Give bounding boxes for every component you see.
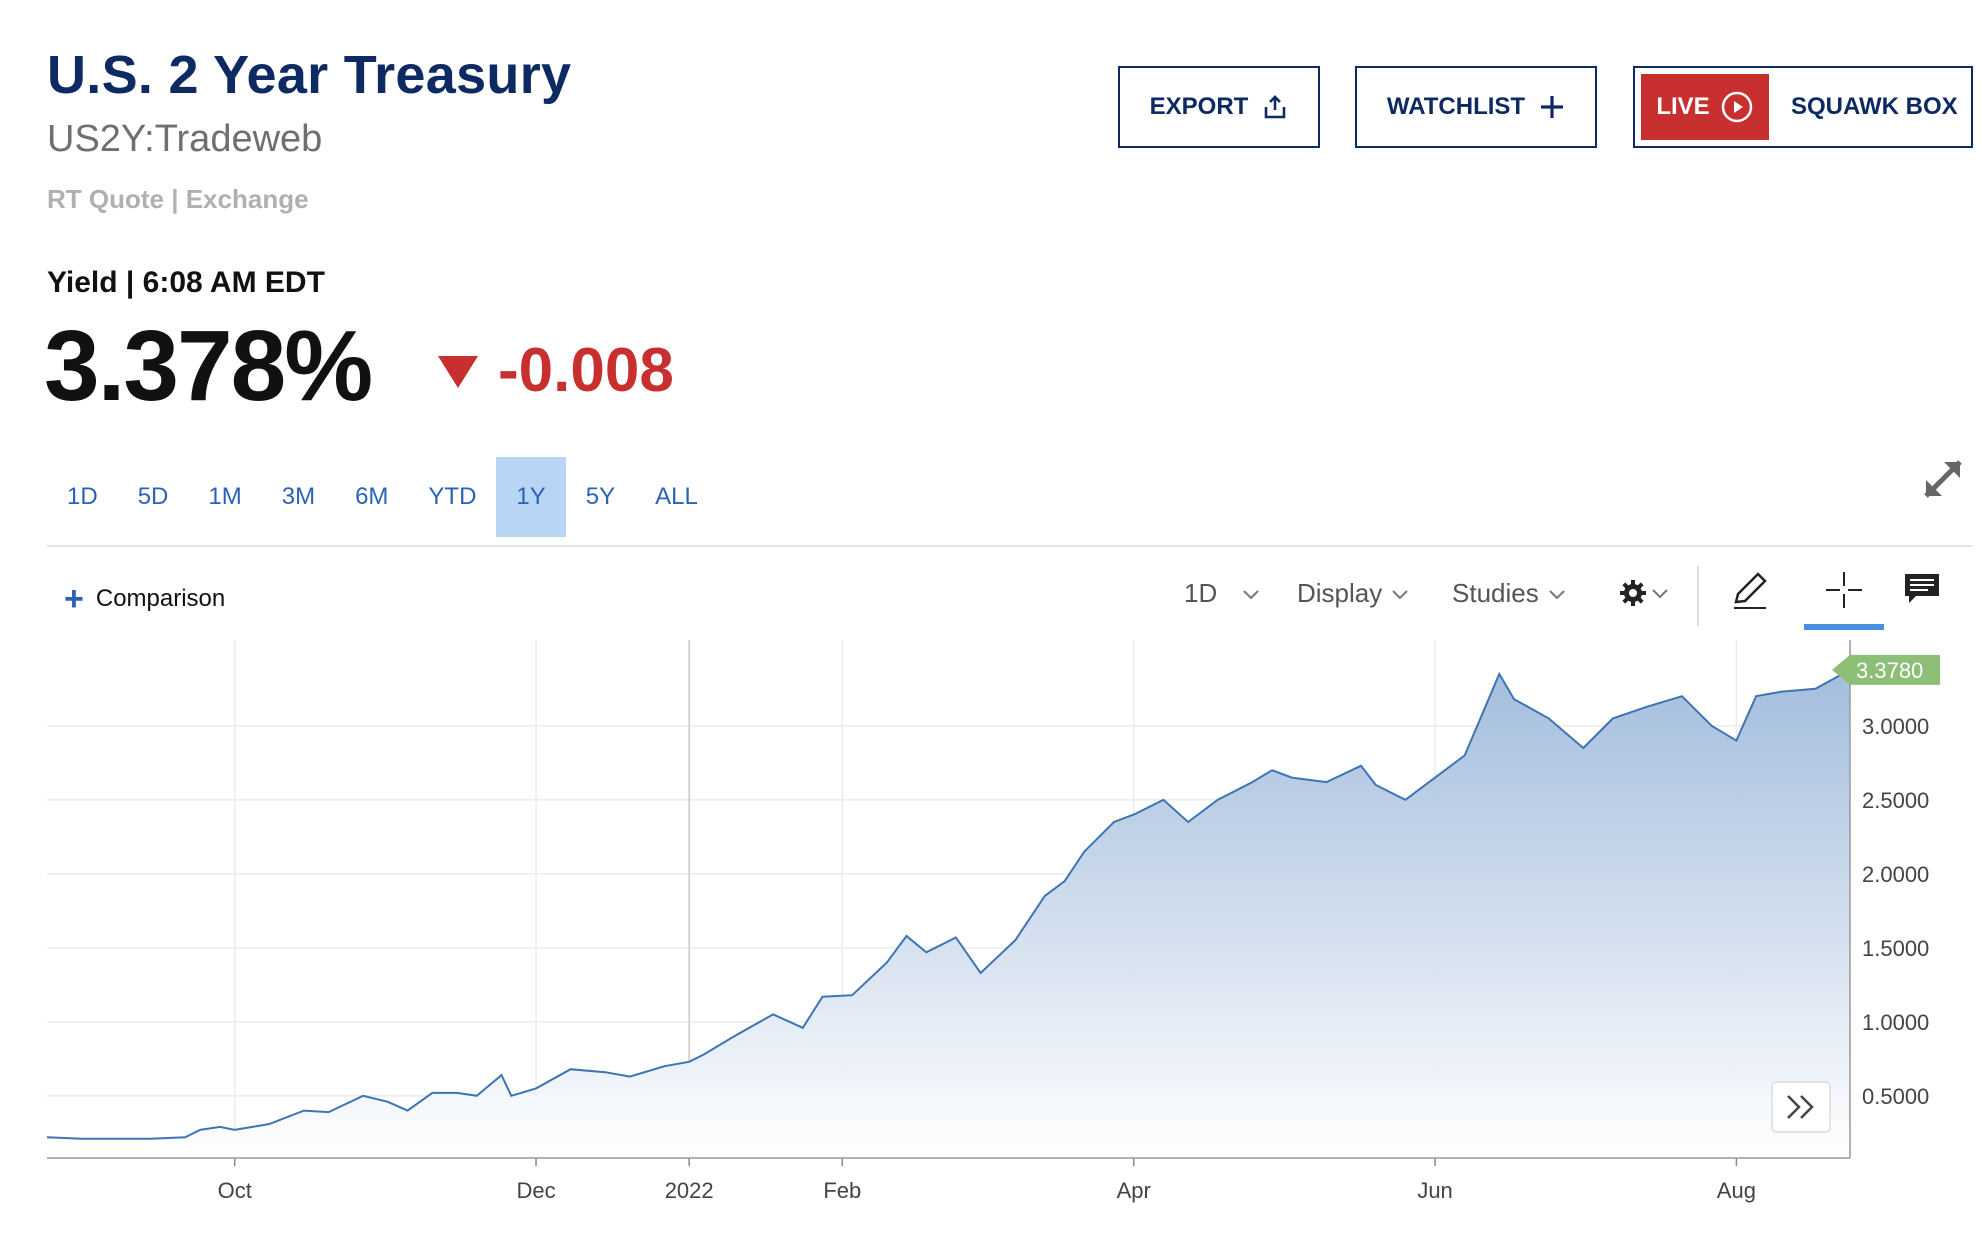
plus-icon bbox=[1541, 96, 1564, 118]
expand-icon[interactable] bbox=[1918, 454, 1968, 504]
live-label: LIVE bbox=[1656, 93, 1710, 120]
export-label: EXPORT bbox=[1149, 93, 1249, 120]
chevron-down-icon bbox=[1652, 589, 1668, 599]
share-icon bbox=[1265, 95, 1286, 119]
yield-change: -0.008 bbox=[498, 336, 674, 405]
live-badge: LIVE bbox=[1641, 74, 1769, 140]
play-circle-icon bbox=[1721, 91, 1752, 123]
studies-label: Studies bbox=[1452, 578, 1539, 608]
settings-dropdown[interactable] bbox=[1618, 578, 1670, 608]
interval-dropdown[interactable]: 1D bbox=[1184, 578, 1261, 609]
yield-timestamp: Yield | 6:08 AM EDT bbox=[47, 266, 325, 299]
pencil-draw-icon[interactable] bbox=[1728, 568, 1772, 612]
range-tab-6m[interactable]: 6M bbox=[355, 483, 389, 510]
range-tabs: 1D 5D 1M 3M 6M YTD 1Y 5Y ALL bbox=[47, 457, 718, 537]
comparison-button[interactable]: + Comparison bbox=[64, 582, 225, 616]
yield-area bbox=[47, 669, 1850, 1158]
last-value-tag: 3.3780 bbox=[1832, 654, 1940, 685]
interval-label: 1D bbox=[1184, 578, 1218, 608]
y-tick-label: 2.5000 bbox=[1862, 788, 1929, 813]
y-tick-label: 1.5000 bbox=[1862, 936, 1929, 961]
range-tab-1m[interactable]: 1M bbox=[208, 483, 242, 510]
scroll-right-button[interactable] bbox=[1771, 1081, 1831, 1133]
x-tick-label: Jun bbox=[1417, 1178, 1452, 1203]
y-tick-label: 0.5000 bbox=[1862, 1084, 1929, 1109]
quote-source: RT Quote | Exchange bbox=[47, 184, 309, 214]
studies-dropdown[interactable]: Studies bbox=[1452, 578, 1567, 609]
comment-icon[interactable] bbox=[1902, 568, 1942, 608]
range-tab-1y[interactable]: 1Y bbox=[496, 457, 566, 537]
down-arrow-icon bbox=[438, 356, 478, 388]
live-squawk-button[interactable]: LIVE SQUAWK BOX bbox=[1633, 66, 1973, 148]
crosshair-active-indicator bbox=[1804, 624, 1884, 630]
export-button[interactable]: EXPORT bbox=[1118, 66, 1320, 148]
chevron-down-icon bbox=[1243, 589, 1259, 599]
range-tab-1d[interactable]: 1D bbox=[67, 483, 98, 510]
crosshair-icon[interactable] bbox=[1822, 568, 1866, 612]
range-tab-5d[interactable]: 5D bbox=[137, 483, 169, 510]
range-tab-3m[interactable]: 3M bbox=[281, 483, 316, 510]
page-title: U.S. 2 Year Treasury bbox=[47, 45, 572, 105]
x-tick-label: Feb bbox=[823, 1178, 861, 1203]
chevron-down-icon bbox=[1549, 589, 1565, 599]
y-tick-label: 1.0000 bbox=[1862, 1010, 1929, 1035]
watchlist-button[interactable]: WATCHLIST bbox=[1355, 66, 1597, 148]
range-tab-all[interactable]: ALL bbox=[655, 483, 698, 510]
yield-value: 3.378% bbox=[44, 310, 373, 422]
range-tab-5y[interactable]: 5Y bbox=[585, 483, 616, 510]
yield-line bbox=[46, 669, 1851, 1140]
last-value-label: 3.3780 bbox=[1856, 658, 1923, 683]
squawk-box-label: SQUAWK BOX bbox=[1791, 93, 1958, 120]
range-tab-ytd[interactable]: YTD bbox=[428, 483, 477, 510]
x-tick-label: 2022 bbox=[665, 1178, 714, 1203]
display-dropdown[interactable]: Display bbox=[1297, 578, 1410, 609]
symbol-label: US2Y:Tradeweb bbox=[47, 118, 323, 160]
x-tick-label: Apr bbox=[1117, 1178, 1151, 1203]
divider bbox=[47, 545, 1972, 547]
y-tick-label: 2.0000 bbox=[1862, 862, 1929, 887]
x-tick-label: Oct bbox=[218, 1178, 252, 1203]
display-label: Display bbox=[1297, 578, 1383, 608]
gear-icon bbox=[1620, 580, 1646, 606]
double-chevron-right-icon bbox=[1787, 1095, 1814, 1119]
x-tick-label: Aug bbox=[1717, 1178, 1756, 1203]
y-tick-label: 3.0000 bbox=[1862, 714, 1929, 739]
toolbar-separator bbox=[1697, 566, 1699, 626]
watchlist-label: WATCHLIST bbox=[1386, 93, 1526, 120]
comparison-label: Comparison bbox=[95, 585, 226, 612]
chevron-down-icon bbox=[1392, 589, 1408, 599]
x-tick-label: Dec bbox=[516, 1178, 555, 1203]
plus-icon: + bbox=[64, 580, 84, 618]
